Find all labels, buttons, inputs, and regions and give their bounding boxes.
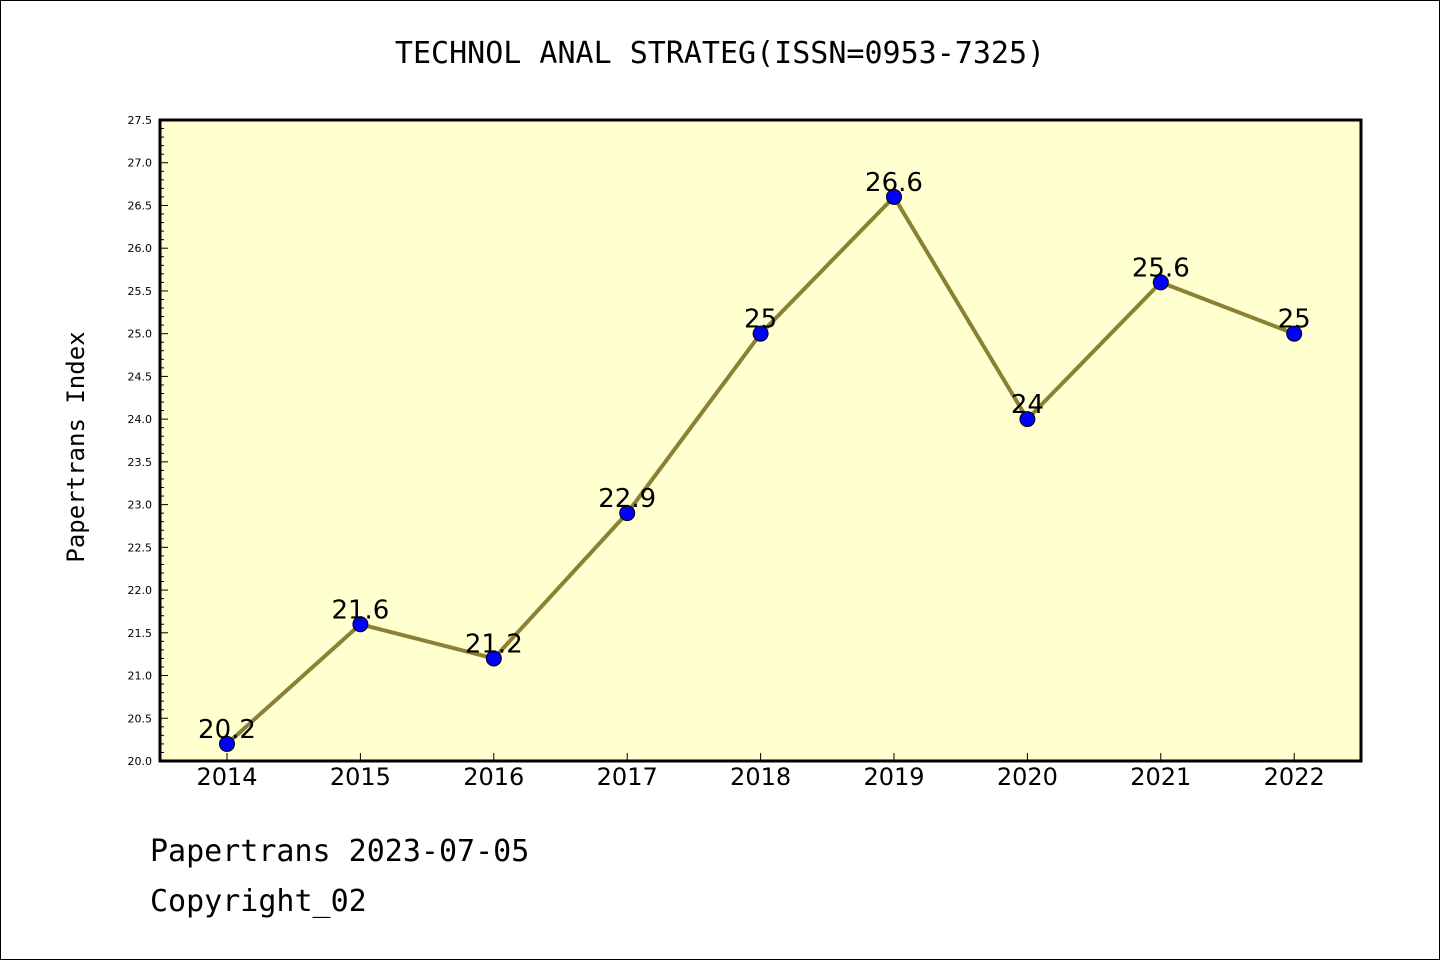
plot-area (158, 118, 1363, 763)
data-label: 25 (1278, 305, 1311, 335)
data-label: 24 (1011, 390, 1044, 420)
data-point (1152, 274, 1169, 291)
data-label: 20.2 (198, 715, 256, 745)
y-tick-label: 20.5 (128, 712, 153, 725)
y-tick-label: 26.0 (128, 242, 153, 255)
chart-title: TECHNOL ANAL STRATEG(ISSN=0953-7325) (394, 36, 1046, 71)
x-tick-label: 2016 (463, 763, 524, 791)
y-axis-ticks: 20.0 20.5 21.0 21.5 22.0 22.5 23.0 23.5 24.0 24.5… (128, 114, 168, 768)
x-tick-label: 2022 (1264, 763, 1325, 791)
y-tick-label: 23.5 (128, 456, 153, 469)
y-tick-label: 23.0 (128, 499, 153, 512)
y-tick-label: 24.0 (128, 413, 153, 426)
y-tick-label: 21.0 (128, 670, 153, 683)
data-point (619, 505, 636, 522)
data-label: 21.6 (331, 595, 389, 625)
x-tick-label: 2017 (597, 763, 658, 791)
y-tick-label: 26.5 (128, 199, 153, 212)
data-point (352, 616, 369, 633)
y-tick-label: 25.5 (128, 285, 153, 298)
data-point (485, 650, 502, 667)
y-tick-label: 20.0 (128, 755, 153, 768)
y-tick-label: 22.0 (128, 584, 153, 597)
x-tick-label: 2019 (863, 763, 924, 791)
y-tick-label: 22.5 (128, 541, 153, 554)
y-tick-label: 24.5 (128, 370, 153, 383)
footer-date: Papertrans 2023-07-05 (150, 834, 530, 869)
y-tick-label: 21.5 (128, 627, 153, 640)
data-markers (219, 188, 1303, 752)
data-label: 26.6 (865, 168, 923, 198)
y-tick-label: 27.5 (128, 114, 153, 127)
data-point (1019, 411, 1036, 428)
data-label: 25 (744, 305, 777, 335)
x-axis-ticks: 2014 2015 2016 2017 2018 2019 2020 2021 2022 (196, 753, 1325, 791)
data-point (886, 188, 902, 205)
x-tick-label: 2014 (196, 763, 257, 791)
data-label: 25.6 (1132, 253, 1190, 283)
footer-copyright: Copyright_02 (150, 884, 367, 919)
data-point (752, 325, 769, 342)
y-tick-label: 25.0 (128, 328, 153, 341)
y-tick-label: 27.0 (128, 157, 153, 170)
data-point (219, 735, 235, 752)
x-tick-label: 2020 (997, 763, 1058, 791)
x-tick-label: 2015 (330, 763, 391, 791)
data-point (1286, 325, 1303, 342)
x-tick-label: 2018 (730, 763, 791, 791)
x-tick-label: 2021 (1130, 763, 1191, 791)
data-label: 21.2 (465, 629, 523, 659)
data-labels: 20.2 21.6 21.2 22.9 25 26.6 24 25.6 25 (198, 168, 1311, 745)
data-label: 22.9 (598, 484, 656, 514)
